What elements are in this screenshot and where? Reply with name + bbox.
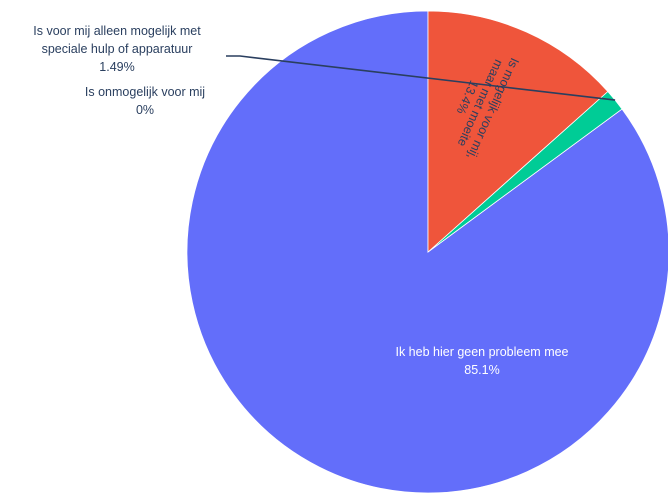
pie-slice[interactable] xyxy=(186,10,668,493)
pie-slices xyxy=(186,10,668,493)
label-connector-line xyxy=(226,55,616,101)
slice-label-outside: Is voor mij alleen mogelijk met speciale … xyxy=(33,24,201,74)
slice-label-inside: Ik heb hier geen probleem mee 85.1% xyxy=(395,345,568,377)
pie-slice[interactable] xyxy=(427,10,609,253)
label-connectors xyxy=(226,55,616,101)
slice-label-outside: Is onmogelijk voor mij 0% xyxy=(85,85,205,117)
